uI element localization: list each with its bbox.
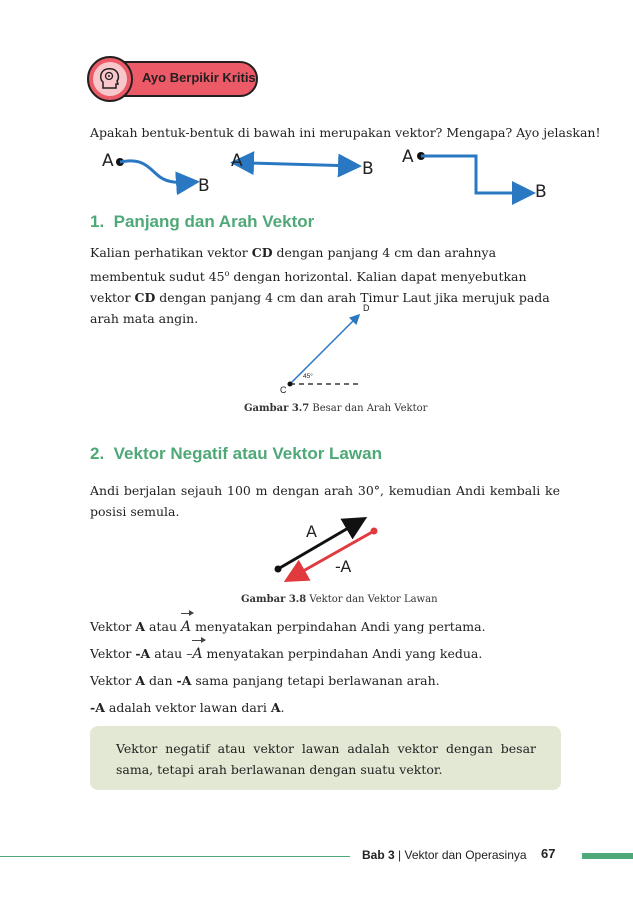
footer-accent-bar xyxy=(582,853,633,859)
line-text: . xyxy=(280,700,285,715)
shape3-label-a: A xyxy=(402,147,414,167)
angle-label: 45° xyxy=(303,373,313,380)
shape2-label-b: B xyxy=(362,159,374,179)
caption-number: Gambar 3.7 xyxy=(244,403,310,414)
double-arrow-shape xyxy=(230,151,362,178)
shape3-label-b: B xyxy=(535,182,547,202)
label-a: A xyxy=(306,522,317,541)
line-symbol-prefix: – xyxy=(186,646,193,661)
footer-chapter: Bab 3 | Vektor dan Operasinya xyxy=(362,848,527,862)
para-text: dengan panjang 4 cm dan arah Timur Laut … xyxy=(90,290,550,327)
line-bold: A xyxy=(270,700,281,715)
line-text: Vektor xyxy=(90,673,136,688)
page-number: 67 xyxy=(541,846,556,861)
label-c: C xyxy=(280,385,287,395)
line-text: menyatakan perpindahan Andi yang pertama… xyxy=(191,619,486,634)
line-bold: -A xyxy=(90,700,105,715)
figure-3-7 xyxy=(287,313,361,387)
caption-3-7: Gambar 3.7 Besar dan Arah Vektor xyxy=(244,403,427,414)
shape2-label-a: A xyxy=(231,151,243,171)
para-text: dengan panjang 4 cm dan arahnya membentu… xyxy=(90,245,497,285)
degree-sup: o xyxy=(224,269,230,278)
para-text: Kalian perhatikan vektor xyxy=(90,245,252,260)
curved-shape xyxy=(116,158,200,196)
figure-3-8 xyxy=(274,516,378,582)
vector-symbol-a: A xyxy=(192,637,206,665)
para-text: dengan horizontal. Kalian dapat menyebut… xyxy=(90,269,527,306)
line-text: menyatakan perpindahan Andi yang kedua. xyxy=(202,646,483,661)
opposite-vector-line: -A adalah vektor lawan dari A. xyxy=(90,697,285,718)
section2-title: Vektor Negatif atau Vektor Lawan xyxy=(113,444,382,463)
line-text: sama panjang tetapi berlawanan arah. xyxy=(191,673,440,688)
intro-question: Apakah bentuk-bentuk di bawah ini merupa… xyxy=(90,125,601,140)
definition-note-box xyxy=(90,726,561,790)
same-length-line: Vektor A dan -A sama panjang tetapi berl… xyxy=(90,670,440,691)
para-bold-cd: CD xyxy=(134,290,156,306)
line-text: Vektor xyxy=(90,646,136,661)
vector-cd xyxy=(289,313,361,385)
footer-rule xyxy=(0,856,350,857)
vector-neg-a-line: Vektor -A atau –A menyatakan perpindahan… xyxy=(90,637,483,665)
line-bold: -A xyxy=(135,646,151,661)
line-bold: A xyxy=(135,619,146,634)
line-text: atau xyxy=(145,619,181,634)
para-bold-cd: CD xyxy=(251,245,273,260)
vector-shapes-figure xyxy=(116,151,536,205)
line-text: atau xyxy=(150,646,187,661)
stepped-shape xyxy=(417,152,536,205)
brain-head-icon xyxy=(93,62,127,96)
vector-symbol-a: A xyxy=(181,610,195,638)
line-text: adalah vektor lawan dari xyxy=(104,700,271,715)
line-bold: A xyxy=(135,673,146,688)
caption-text: Vektor dan Vektor Lawan xyxy=(306,594,438,605)
section1-heading: 1. Panjang dan Arah Vektor xyxy=(90,212,314,232)
caption-3-8: Gambar 3.8 Vektor dan Vektor Lawan xyxy=(241,594,438,605)
caption-text: Besar dan Arah Vektor xyxy=(309,403,428,414)
line-bold: -A xyxy=(176,673,192,688)
definition-note-text: Vektor negatif atau vektor lawan adalah … xyxy=(116,741,536,777)
section1-title: Panjang dan Arah Vektor xyxy=(113,212,315,231)
section2-heading: 2. Vektor Negatif atau Vektor Lawan xyxy=(90,444,382,464)
label-d: D xyxy=(363,303,370,313)
shape1-label-b: B xyxy=(198,176,210,196)
shape1-label-a: A xyxy=(102,151,114,171)
section1-paragraph: Kalian perhatikan vektor CD dengan panja… xyxy=(90,242,560,329)
section2-paragraph: Andi berjalan sejauh 100 m dengan arah 3… xyxy=(90,483,560,519)
vector-neg-a xyxy=(283,529,375,582)
label-neg-a: -A xyxy=(335,557,352,576)
footer-chapter-number: Bab 3 xyxy=(362,848,395,862)
section2-number: 2. xyxy=(90,444,105,463)
line-text: Vektor xyxy=(90,619,136,634)
caption-number: Gambar 3.8 xyxy=(241,594,307,605)
section1-number: 1. xyxy=(90,212,105,231)
footer-chapter-title: Vektor dan Operasinya xyxy=(404,848,527,862)
badge-label: Ayo Berpikir Kritis xyxy=(142,70,256,85)
vector-a-line: Vektor A atau A menyatakan perpindahan A… xyxy=(90,610,486,638)
line-text: dan xyxy=(145,673,177,688)
footer-separator: | xyxy=(394,848,405,862)
